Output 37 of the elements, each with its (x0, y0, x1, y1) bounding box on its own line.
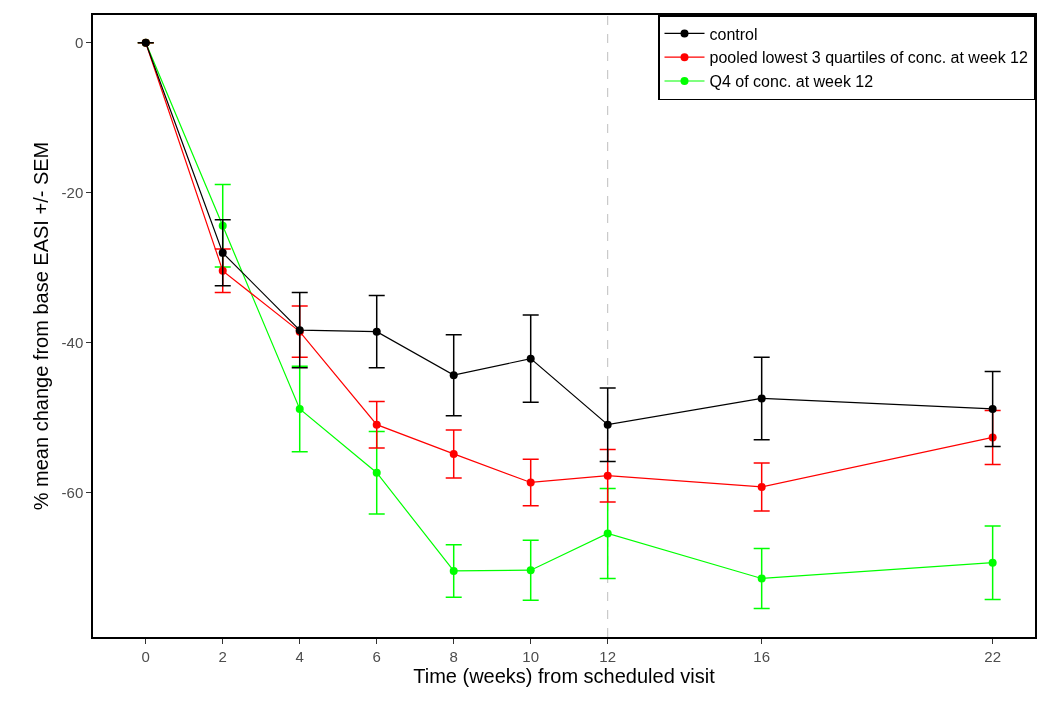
legend-label: control (709, 25, 758, 43)
y-tick-label: -60 (61, 484, 84, 502)
point (603, 529, 612, 538)
point (372, 420, 381, 429)
y-tick-label: 0 (74, 34, 84, 52)
point (988, 558, 997, 567)
x-tick-label: 6 (372, 647, 381, 665)
x-tick-label: 12 (599, 647, 617, 665)
point (603, 471, 612, 480)
point (449, 449, 458, 458)
point (449, 371, 458, 380)
x-tick-label: 16 (753, 647, 771, 665)
x-tick-label: 2 (218, 647, 227, 665)
y-tick-label: -20 (61, 184, 84, 202)
legend-label: Q4 of conc. at week 12 (709, 73, 874, 91)
point (295, 404, 304, 413)
point (372, 468, 381, 477)
point (372, 327, 381, 336)
point (603, 420, 612, 429)
y-axis-title: % mean change from base EASI +/- SEM (29, 141, 52, 511)
point (218, 248, 227, 257)
x-tick-label: 22 (984, 647, 1001, 665)
point (449, 566, 458, 575)
y-tick-label: -40 (61, 334, 84, 352)
point (526, 566, 535, 575)
point (988, 404, 997, 413)
x-tick-label: 8 (449, 647, 458, 665)
point (757, 394, 766, 403)
point (526, 354, 535, 363)
legend-label: pooled lowest 3 quartiles of conc. at week 12 (709, 49, 1029, 67)
x-axis-title: Time (weeks) from scheduled visit (413, 664, 716, 687)
point (757, 482, 766, 491)
point (526, 478, 535, 487)
x-tick-label: 4 (295, 647, 304, 665)
x-tick-label: 10 (522, 647, 540, 665)
point (757, 574, 766, 583)
x-tick-label: 0 (141, 647, 150, 665)
